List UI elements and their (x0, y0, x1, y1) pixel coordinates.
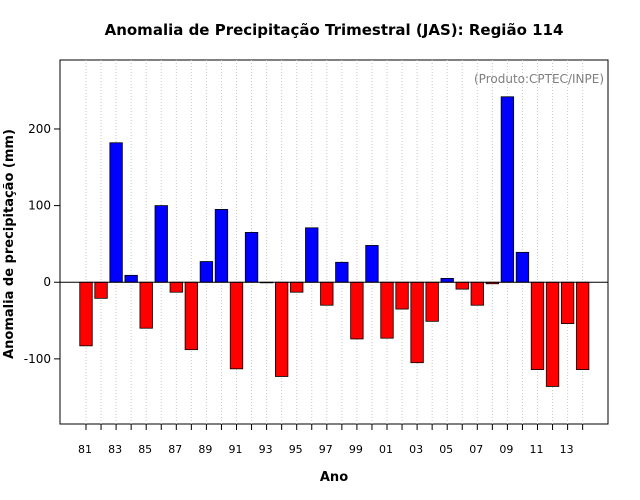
bar-2000 (365, 245, 379, 283)
bar-1999 (350, 281, 364, 340)
bar-2005 (440, 277, 454, 283)
y-axis: -100 0 100 200 (24, 122, 60, 366)
bar-1981 (79, 281, 93, 347)
x-tick-label: 85 (138, 443, 152, 456)
bar-1991 (229, 281, 244, 370)
x-tick-label: 11 (530, 443, 544, 456)
grid-lines (85, 60, 584, 424)
y-tick-label: 200 (28, 122, 51, 136)
x-tick-label: 89 (198, 443, 212, 456)
x-tick-label: 09 (499, 443, 513, 456)
bar-1984 (124, 274, 138, 283)
y-axis-label: Anomalia de precipitação (mm) (2, 129, 17, 359)
x-tick-label: 93 (259, 443, 273, 456)
bar-1987 (169, 281, 183, 293)
bar-1994 (274, 281, 289, 377)
bar-2003 (410, 281, 424, 364)
bar-2002 (395, 281, 409, 310)
bar-2010 (515, 251, 530, 283)
bar-1985 (139, 281, 153, 329)
bars (79, 96, 590, 387)
y-tick-label: -100 (24, 352, 51, 366)
x-tick-label: 99 (349, 443, 363, 456)
bar-2012 (545, 281, 560, 387)
x-tick-label: 91 (229, 443, 243, 456)
bar-2007 (470, 281, 484, 306)
x-tick-label: 81 (78, 443, 92, 456)
x-axis: 81 83 85 87 89 91 93 95 97 99 01 03 05 07 09 11 13 (78, 424, 584, 456)
bar-2009 (500, 96, 515, 283)
bar-1996 (305, 227, 319, 283)
bar-1989 (199, 261, 214, 283)
x-tick-label: 87 (168, 443, 182, 456)
x-tick-label: 13 (560, 443, 574, 456)
bar-1983 (109, 142, 123, 283)
x-tick-label: 05 (439, 443, 453, 456)
chart-title: Anomalia de Precipitação Trimestral (JAS… (105, 21, 564, 39)
bar-2006 (455, 281, 469, 290)
credit-label: (Produto:CPTEC/INPE) (474, 72, 604, 86)
bar-2011 (530, 281, 545, 370)
bar-1990 (214, 209, 229, 283)
bar-2001 (380, 281, 394, 339)
bar-2013 (560, 281, 575, 325)
y-tick-label: 0 (43, 275, 51, 289)
bar-1982 (94, 281, 108, 299)
x-tick-label: 97 (319, 443, 333, 456)
bar-2004 (425, 281, 439, 322)
y-tick-label: 100 (28, 199, 51, 213)
x-tick-label: 83 (108, 443, 122, 456)
x-tick-label: 03 (409, 443, 423, 456)
x-tick-label: 95 (289, 443, 303, 456)
bar-1992 (244, 232, 259, 283)
x-axis-label: Ano (320, 470, 348, 485)
bar-1998 (335, 261, 349, 283)
plot-frame (59, 59, 609, 425)
x-tick-label: 01 (379, 443, 393, 456)
bar-1986 (154, 205, 168, 283)
x-tick-label: 07 (469, 443, 483, 456)
bar-1988 (184, 281, 199, 351)
bar-1995 (290, 281, 304, 293)
bar-1997 (320, 281, 334, 306)
bar-2014 (576, 281, 590, 370)
